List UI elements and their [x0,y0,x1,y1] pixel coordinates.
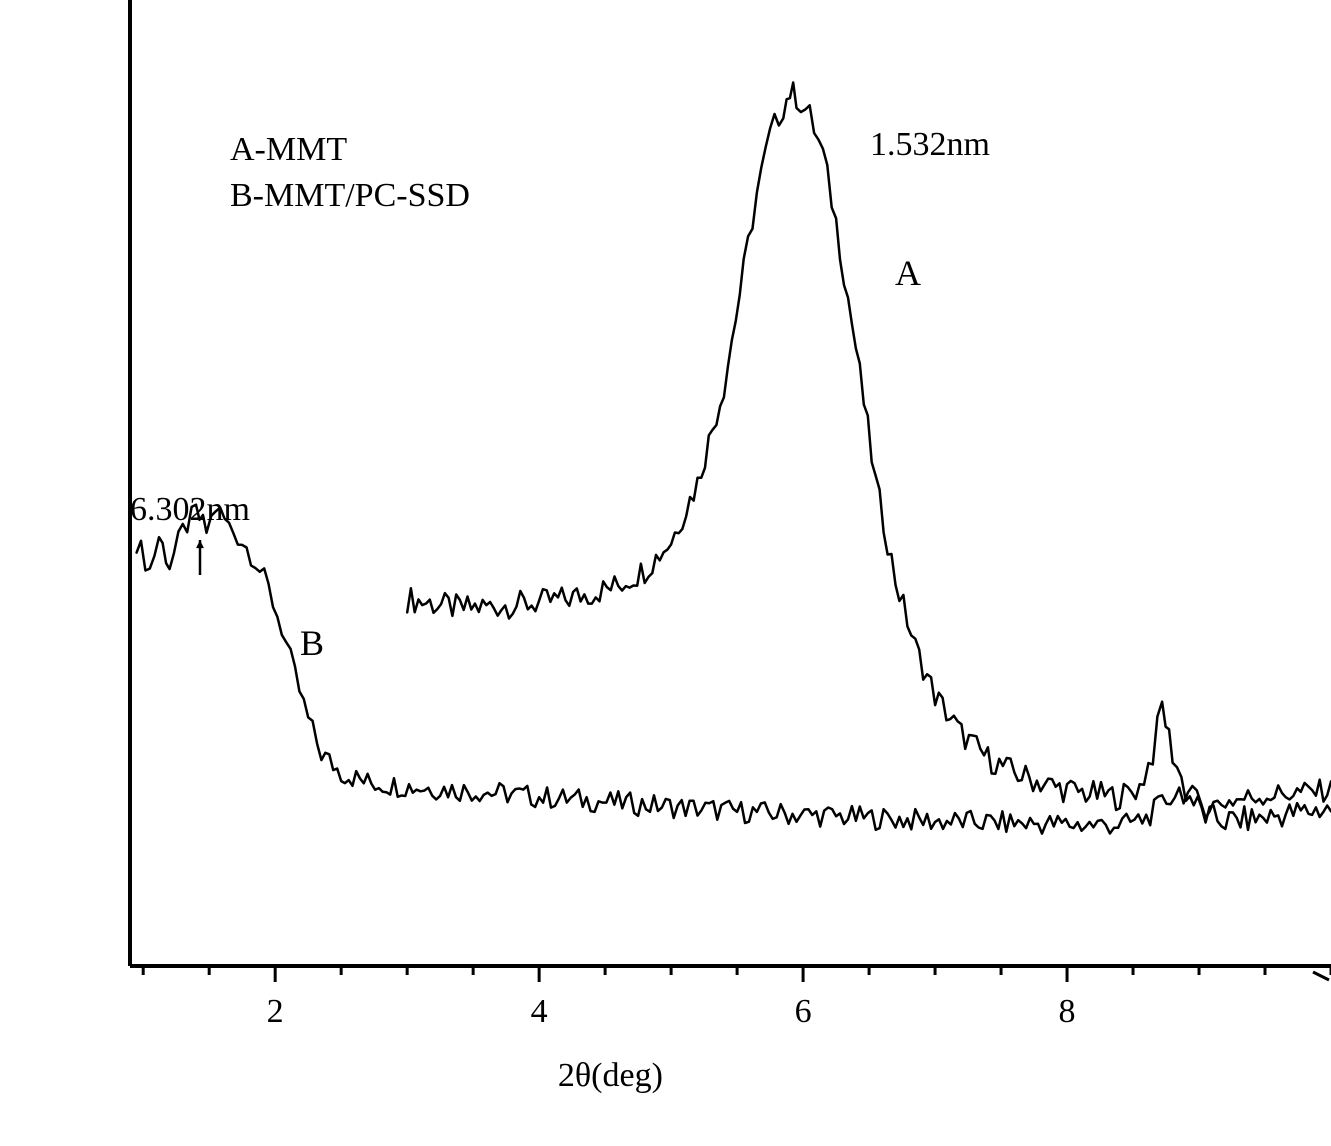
x-tick-label: 8 [1059,993,1076,1030]
x-axis-end-dash [1313,972,1329,980]
annotation-arrowhead [196,540,204,548]
xrd-chart: 2 4 6 8 2θ(deg) A-MMT B-MMT/PC-SSD 1.532nm A 6.30… [0,0,1331,1146]
annotation-series_b_label: B [300,623,324,663]
legend-item-A: A-MMT [230,131,347,168]
annotation-peak_a_value: 1.532nm [870,126,990,163]
x-tick-label: 6 [795,993,812,1030]
series-B [137,505,1331,834]
annotation-peak_b_value: 6.302nm [130,491,250,528]
chart-svg: 2 4 6 8 2θ(deg) A-MMT B-MMT/PC-SSD 1.532nm A 6.30… [0,0,1331,1146]
x-axis-label: 2θ(deg) [558,1057,663,1094]
x-tick-label: 4 [531,993,548,1030]
x-tick-label: 2 [267,993,284,1030]
annotation-series_a_label: A [895,253,921,293]
series-A [407,83,1331,830]
legend-item-B: B-MMT/PC-SSD [230,177,470,214]
